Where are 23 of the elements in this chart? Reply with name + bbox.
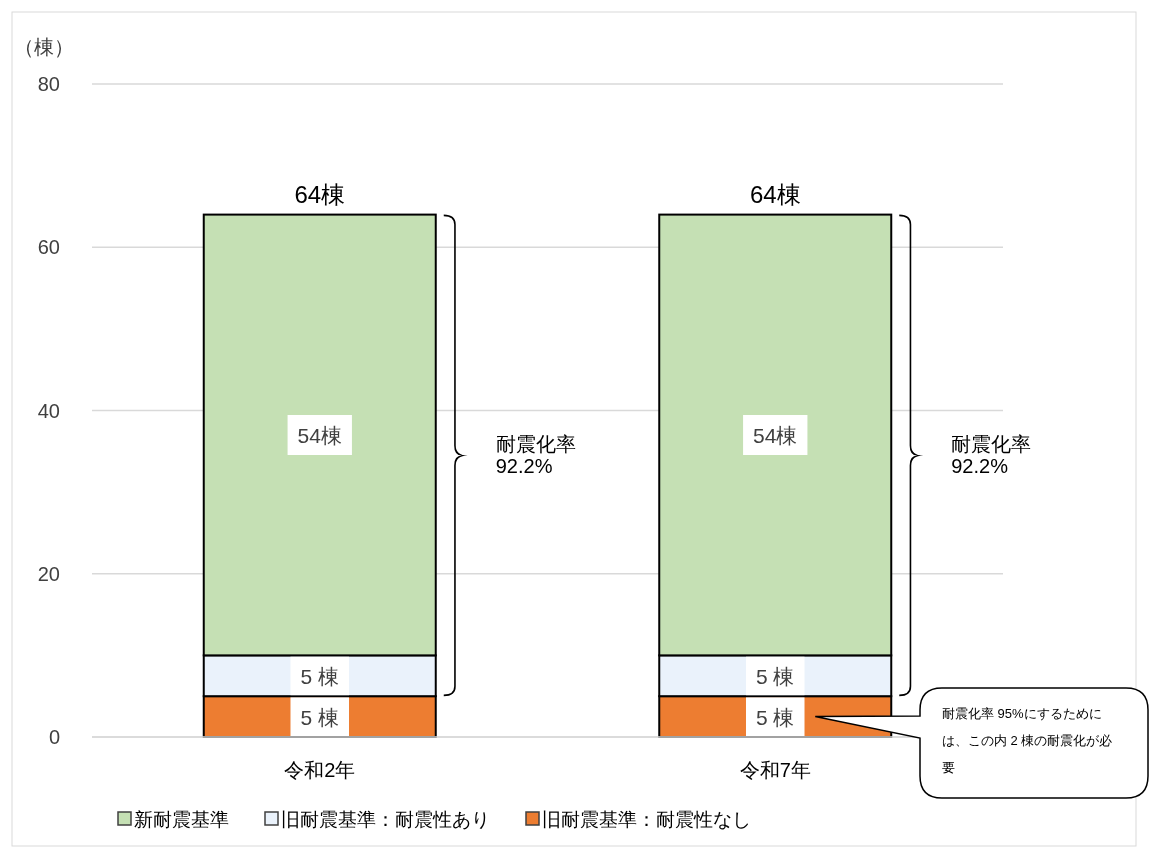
x-tick-label: 令和2年 — [284, 759, 356, 781]
data-label: 5 棟 — [755, 705, 795, 729]
y-tick-label: 20 — [37, 562, 60, 585]
data-label: 54棟 — [297, 423, 342, 447]
annotation: 耐震化率 92.2% — [495, 433, 576, 478]
x-tick-label: 令和7年 — [739, 759, 811, 781]
y-axis-title: （棟） — [14, 36, 74, 58]
legend-entry: 新耐震基準 — [117, 809, 229, 830]
legend-entry: 旧耐震基準：耐震性なし — [525, 809, 751, 830]
legend-entry: 旧耐震基準：耐震性あり — [264, 809, 490, 830]
y-tick-label: 60 — [37, 236, 60, 259]
annotation: 耐震化率 92.2% — [951, 433, 1032, 478]
total-label: 64棟 — [749, 180, 801, 208]
total-label: 64棟 — [294, 180, 346, 208]
y-tick-label: 0 — [48, 726, 60, 748]
data-label: 5 棟 — [300, 705, 340, 729]
data-label: 5 棟 — [755, 664, 795, 688]
data-label: 54棟 — [753, 423, 798, 447]
y-tick-label: 40 — [37, 399, 60, 422]
legend-label: 新耐震基準 — [134, 809, 229, 830]
y-tick-label: 80 — [37, 73, 60, 95]
data-label: 5 棟 — [300, 664, 340, 688]
annotation: 耐震化率 95%にするためには、この内 2 棟の耐震化が必要 — [942, 705, 1114, 777]
